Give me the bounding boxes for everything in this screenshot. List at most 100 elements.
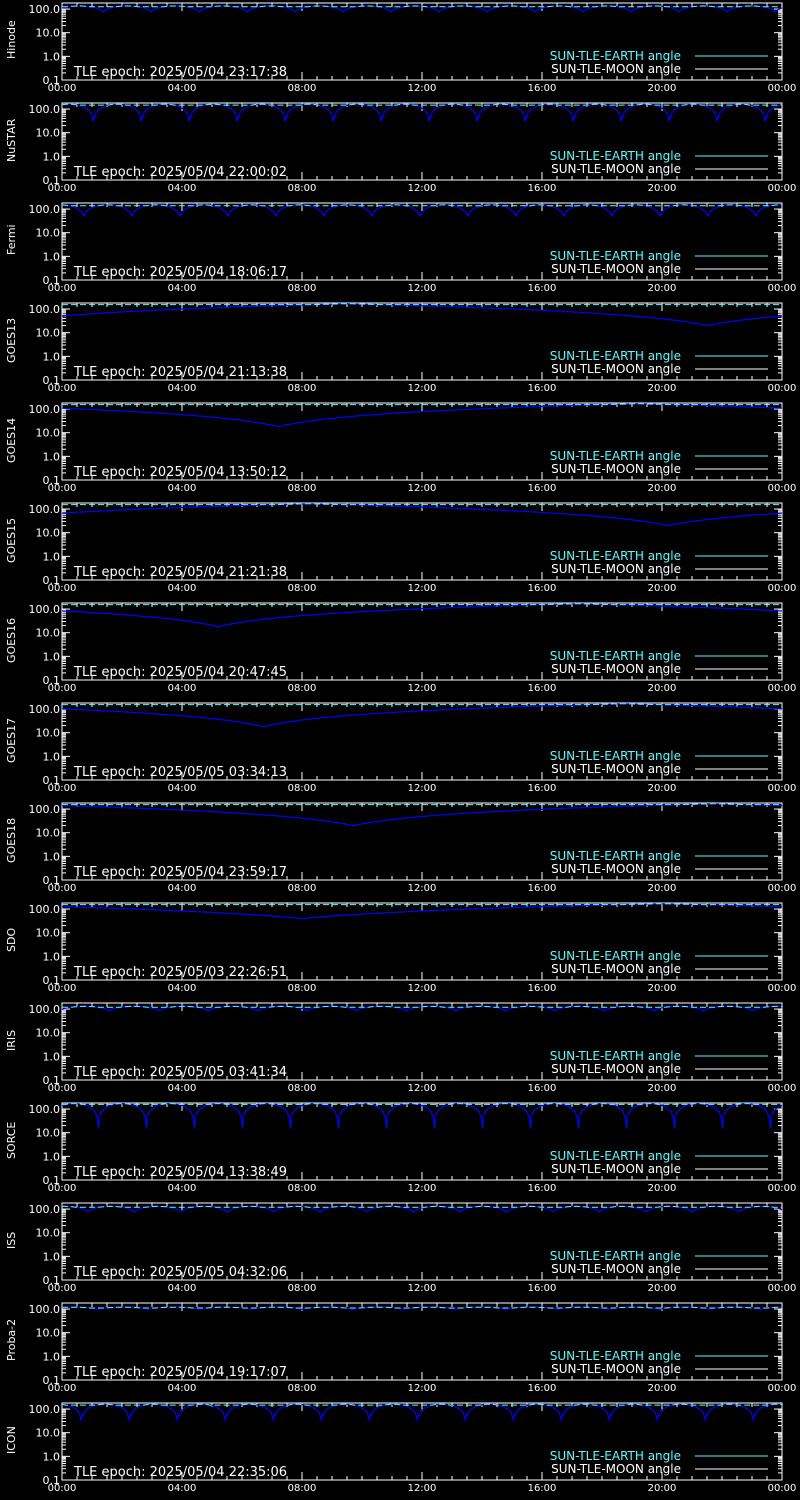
x-tick-label: 00:00	[48, 383, 77, 394]
y-tick-label: 100.0	[29, 703, 61, 716]
x-tick-label: 04:00	[168, 183, 197, 194]
x-tick-label: 04:00	[168, 683, 197, 694]
earth-angle-series	[62, 5, 782, 8]
x-tick-label: 20:00	[648, 483, 677, 494]
earth-angle-series	[62, 703, 782, 706]
x-tick-label: 16:00	[528, 183, 557, 194]
x-tick-label: 12:00	[408, 1283, 437, 1294]
x-tick-label: 00:00	[768, 1383, 797, 1394]
y-tick-label: 0.1	[43, 974, 61, 987]
earth-angle-series	[62, 503, 782, 506]
y-tick-label: 1.0	[43, 850, 61, 863]
earth-angle-series	[62, 1005, 782, 1008]
x-tick-label: 00:00	[48, 1283, 77, 1294]
y-tick-label: 1.0	[43, 650, 61, 663]
legend-earth-label: SUN-TLE-EARTH angle	[550, 49, 681, 63]
x-tick-label: 00:00	[768, 783, 797, 794]
legend-earth-label: SUN-TLE-EARTH angle	[550, 1149, 681, 1163]
x-tick-label: 20:00	[648, 283, 677, 294]
moon-angle-series	[62, 204, 782, 217]
x-tick-label: 08:00	[288, 683, 317, 694]
y-tick-label: 10.0	[36, 127, 61, 140]
legend-moon-label: SUN-TLE-MOON angle	[551, 1462, 681, 1476]
x-tick-label: 00:00	[48, 783, 77, 794]
x-tick-label: 08:00	[288, 283, 317, 294]
plot-panel-goes15: GOES15 100.0 10.0 1.0 0.1 00:00 04:00 08:00 12:0…	[0, 500, 800, 600]
y-tick-label: 1.0	[43, 1050, 61, 1063]
earth-angle-series	[62, 1103, 782, 1105]
moon-angle-series	[62, 303, 782, 327]
plot-panel-sdo: SDO 100.0 10.0 1.0 0.1 00:00 04:00 08:00 12:00 16…	[0, 900, 800, 1000]
y-tick-label: 1.0	[43, 950, 61, 963]
x-tick-label: 04:00	[168, 883, 197, 894]
y-tick-label: 10.0	[36, 227, 61, 240]
x-tick-label: 08:00	[288, 483, 317, 494]
x-tick-label: 00:00	[768, 983, 797, 994]
y-tick-label: 1.0	[43, 50, 61, 63]
tle-epoch-label: TLE epoch: 2025/05/04 18:06:17	[73, 265, 287, 280]
x-tick-label: 08:00	[288, 383, 317, 394]
x-tick-label: 04:00	[168, 1383, 197, 1394]
x-tick-label: 00:00	[48, 483, 77, 494]
x-tick-label: 00:00	[48, 1483, 77, 1494]
x-tick-label: 00:00	[768, 1283, 797, 1294]
x-tick-label: 20:00	[648, 383, 677, 394]
plot-svg: 100.010.01.00.100:00 04:00 08:00 12:00 16:00…	[29, 902, 797, 994]
earth-angle-series	[62, 1306, 782, 1309]
x-tick-label: 16:00	[528, 783, 557, 794]
x-tick-label: 12:00	[408, 683, 437, 694]
legend-moon-label: SUN-TLE-MOON angle	[551, 162, 681, 176]
y-tick-label: 100.0	[29, 303, 61, 316]
x-tick-label: 16:00	[528, 283, 557, 294]
plot-panel-nustar: NuSTAR 100.0 10.0 1.0 0.1 00:00 04:00 08:00 12:0…	[0, 100, 800, 200]
legend-earth-label: SUN-TLE-EARTH angle	[550, 249, 681, 263]
x-tick-label: 04:00	[168, 483, 197, 494]
x-tick-label: 12:00	[408, 83, 437, 94]
tle-epoch-label: TLE epoch: 2025/05/05 04:32:06	[73, 1265, 287, 1280]
x-tick-label: 04:00	[168, 783, 197, 794]
y-tick-label: 10.0	[36, 27, 61, 40]
moon-angle-series	[62, 503, 782, 527]
y-tick-label: 1.0	[43, 1250, 61, 1263]
plot-svg: 100.010.01.00.100:00 04:00 08:00 12:00 16:00…	[29, 1202, 797, 1294]
y-tick-label: 1.0	[43, 1150, 61, 1163]
legend-earth-label: SUN-TLE-EARTH angle	[550, 649, 681, 663]
y-tick-label: 100.0	[29, 803, 61, 816]
y-tick-label: 0.1	[43, 774, 61, 787]
plot-svg: 100.010.01.00.100:00 04:00 08:00 12:00 16:00…	[29, 2, 796, 94]
tle-epoch-label: TLE epoch: 2025/05/04 21:21:38	[73, 565, 287, 580]
y-tick-label: 1.0	[43, 1450, 61, 1463]
x-tick-label: 16:00	[528, 883, 557, 894]
x-tick-label: 08:00	[288, 1083, 317, 1094]
tle-epoch-label: TLE epoch: 2025/05/04 19:17:07	[73, 1365, 287, 1380]
y-tick-label: 1.0	[43, 1350, 61, 1363]
plot-panel-icon: ICON 100.0 10.0 1.0 0.1 00:00 04:00 08:00 12:00 1…	[0, 1400, 800, 1500]
plot-svg: 100.010.01.00.100:00 04:00 08:00 12:00 16:00…	[29, 1102, 797, 1194]
x-tick-label: 12:00	[408, 583, 437, 594]
plot-panel-fermi: Fermi 100.0 10.0 1.0 0.1 00:00 04:00 08:00 12:00…	[0, 200, 800, 300]
y-tick-label: 0.1	[43, 1174, 61, 1187]
legend-earth-label: SUN-TLE-EARTH angle	[550, 849, 681, 863]
x-tick-label: 08:00	[288, 883, 317, 894]
y-tick-label: 0.1	[43, 174, 61, 187]
y-tick-label: 10.0	[36, 627, 61, 640]
x-tick-label: 12:00	[408, 1483, 437, 1494]
plot-svg: 100.010.01.00.100:00 04:00 08:00 12:00 16:00…	[29, 302, 796, 394]
x-tick-label: 00:00	[768, 1183, 797, 1194]
x-tick-label: 00:00	[48, 1383, 77, 1394]
tle-epoch-label: TLE epoch: 2025/05/04 13:38:49	[73, 1165, 287, 1180]
x-tick-label: 20:00	[648, 783, 677, 794]
moon-angle-series	[62, 703, 782, 728]
x-tick-label: 08:00	[288, 1383, 317, 1394]
x-tick-label: 20:00	[648, 1283, 677, 1294]
x-tick-label: 16:00	[528, 983, 557, 994]
x-tick-label: 20:00	[648, 183, 677, 194]
plot-svg: 100.010.01.00.100:00 04:00 08:00 12:00 16:00…	[29, 602, 796, 694]
x-tick-label: 04:00	[168, 83, 197, 94]
y-tick-label: 100.0	[29, 1203, 61, 1216]
x-tick-label: 20:00	[648, 983, 677, 994]
y-tick-label: 10.0	[36, 1227, 61, 1240]
y-tick-label: 10.0	[36, 1427, 61, 1440]
y-tick-label: 0.1	[43, 1074, 61, 1087]
